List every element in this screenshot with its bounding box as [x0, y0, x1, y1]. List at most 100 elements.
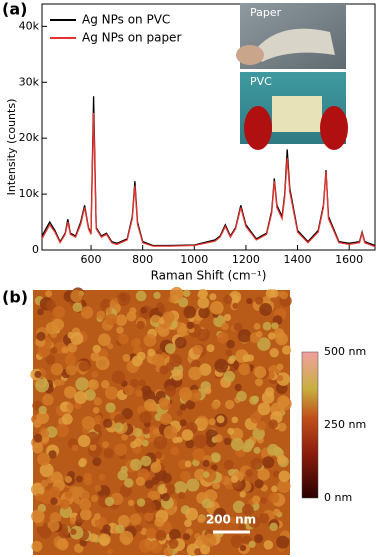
grain: [268, 492, 280, 504]
grain: [267, 332, 276, 340]
grain: [257, 337, 271, 351]
grain: [70, 289, 83, 303]
grain: [124, 478, 134, 488]
grain: [129, 379, 139, 388]
inset-label: PVC: [250, 75, 272, 88]
grain: [178, 387, 193, 401]
grain: [184, 519, 192, 528]
grain: [158, 306, 166, 314]
grain: [223, 313, 232, 322]
grain: [225, 399, 235, 410]
y-tick-label: 40k: [19, 19, 40, 32]
panel-label: (a): [2, 0, 27, 19]
grain: [56, 538, 69, 551]
grain: [45, 321, 59, 335]
grain: [129, 458, 142, 471]
grain: [254, 533, 264, 544]
x-tick-label: 600: [81, 253, 102, 266]
grain: [164, 343, 176, 354]
grain: [58, 379, 65, 386]
grain: [186, 478, 200, 492]
grain: [177, 491, 186, 500]
grain: [180, 471, 191, 482]
grain: [193, 434, 207, 448]
grain: [259, 302, 273, 316]
grain: [133, 338, 141, 346]
grain: [111, 370, 126, 384]
x-tick-label: 1200: [232, 253, 260, 266]
grain: [40, 479, 49, 488]
grain: [109, 300, 117, 308]
grain: [136, 498, 146, 507]
grain: [117, 333, 129, 345]
grain: [271, 485, 278, 493]
hand: [236, 45, 264, 65]
pvc-sample: [272, 96, 322, 132]
grain: [202, 459, 210, 467]
grain: [262, 321, 272, 331]
grain: [105, 307, 112, 314]
grain: [165, 385, 177, 397]
grain: [213, 507, 227, 521]
grain: [227, 427, 235, 435]
grain: [210, 452, 221, 463]
grain: [147, 490, 158, 501]
grain: [154, 516, 165, 528]
grain: [155, 529, 167, 541]
grain: [48, 450, 57, 459]
grain: [147, 348, 156, 357]
grain: [80, 508, 92, 521]
x-tick-label: 800: [132, 253, 153, 266]
grain: [260, 497, 267, 504]
grain: [158, 397, 169, 408]
grain: [33, 419, 42, 428]
grain: [40, 429, 50, 438]
grain: [138, 379, 146, 387]
grain: [198, 363, 212, 376]
grain: [174, 336, 187, 349]
grain: [166, 507, 175, 516]
grain: [276, 454, 287, 465]
grain: [106, 548, 113, 555]
grain: [227, 357, 235, 365]
grain: [231, 438, 244, 451]
grain: [216, 415, 225, 424]
grain: [78, 360, 90, 372]
grain: [156, 349, 163, 356]
grain: [233, 322, 243, 332]
grain: [186, 321, 195, 330]
grain: [94, 513, 101, 520]
grain: [91, 371, 99, 379]
grain: [254, 378, 263, 387]
grain: [45, 354, 56, 365]
grain: [268, 419, 279, 429]
grain: [120, 465, 128, 474]
grain: [34, 370, 42, 379]
grain: [161, 493, 170, 502]
grain: [153, 291, 161, 300]
grain: [98, 533, 111, 546]
grain: [246, 297, 253, 305]
grain: [250, 457, 263, 470]
grain: [252, 495, 261, 504]
grain: [104, 496, 115, 507]
grain: [196, 328, 210, 342]
grain: [179, 403, 187, 411]
grain: [231, 416, 239, 424]
grain: [72, 302, 83, 313]
grain: [63, 386, 77, 399]
grain: [183, 533, 191, 541]
grain: [273, 508, 281, 516]
grain: [244, 438, 255, 450]
grain: [185, 439, 195, 449]
grain: [136, 320, 145, 330]
colorbar-label: 250 nm: [324, 418, 366, 431]
x-tick-label: 1400: [284, 253, 312, 266]
grain: [50, 497, 58, 505]
grain: [248, 540, 256, 548]
grain: [198, 307, 210, 319]
grain: [96, 310, 106, 320]
grain: [144, 480, 154, 489]
grain: [129, 307, 137, 315]
